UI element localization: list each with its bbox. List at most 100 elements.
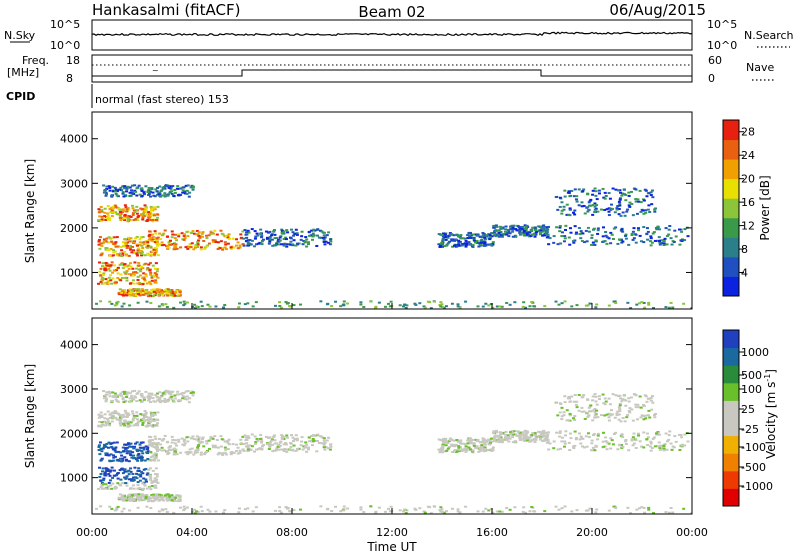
power-cell bbox=[277, 238, 281, 241]
velocity-cell bbox=[158, 437, 162, 440]
power-cell bbox=[585, 240, 589, 243]
power-cell bbox=[560, 201, 564, 204]
velocity-cell bbox=[121, 472, 125, 475]
velocity-cell bbox=[213, 435, 217, 438]
power-cell bbox=[636, 198, 640, 201]
power-cell bbox=[445, 243, 449, 246]
power-cell bbox=[564, 228, 568, 231]
power-cell bbox=[114, 211, 118, 214]
power-cell bbox=[114, 190, 118, 193]
velocity-cell bbox=[112, 448, 116, 451]
power-cell bbox=[467, 241, 471, 244]
velocity-cell bbox=[636, 403, 640, 406]
power-cell bbox=[495, 305, 499, 308]
power-cell bbox=[251, 305, 255, 308]
velocity-cell bbox=[442, 511, 446, 514]
velocity-cell bbox=[116, 482, 120, 485]
velocity-cell bbox=[123, 470, 127, 473]
power-cell bbox=[521, 305, 525, 308]
velocity-cell bbox=[108, 422, 112, 425]
velocity-cell bbox=[624, 438, 628, 441]
velocity-cell bbox=[599, 414, 603, 417]
power-cell bbox=[185, 230, 189, 233]
velocity-cell bbox=[122, 401, 126, 404]
velocity-cell bbox=[113, 392, 117, 395]
velocity-cell bbox=[118, 416, 122, 419]
velocity-cell bbox=[618, 402, 622, 405]
velocity-cell bbox=[154, 454, 158, 457]
velocity-cell bbox=[114, 416, 118, 419]
power-cell bbox=[594, 194, 598, 197]
velocity-cell bbox=[118, 493, 122, 496]
velocity-cell bbox=[575, 436, 579, 439]
velocity-cell bbox=[483, 443, 487, 446]
velocity-cell bbox=[690, 512, 692, 514]
power-cell bbox=[150, 275, 154, 278]
velocity-cell bbox=[113, 455, 117, 458]
velocity-cell bbox=[541, 440, 545, 443]
power-cell bbox=[123, 187, 127, 190]
velocity-cell bbox=[317, 441, 321, 444]
power-cell bbox=[154, 279, 158, 282]
power-cell bbox=[459, 237, 463, 240]
power-cell bbox=[107, 276, 111, 279]
velocity-cell bbox=[97, 466, 101, 469]
velocity-cell bbox=[147, 398, 151, 401]
power-cell bbox=[169, 243, 173, 246]
power-cell bbox=[587, 201, 591, 204]
power-cell bbox=[571, 211, 575, 214]
power-cell bbox=[147, 238, 151, 241]
power-cell bbox=[507, 235, 511, 238]
velocity-cell bbox=[242, 450, 246, 453]
power-cell bbox=[170, 236, 174, 239]
power-cell bbox=[102, 282, 106, 285]
velocity-cell bbox=[466, 442, 470, 445]
velocity-cell bbox=[440, 447, 444, 450]
velocity-cell bbox=[110, 459, 114, 462]
power-cell bbox=[175, 187, 179, 190]
velocity-cell bbox=[649, 449, 653, 452]
velocity-cell bbox=[153, 473, 157, 476]
velocity-cell bbox=[647, 397, 651, 400]
velocity-cell bbox=[627, 449, 631, 452]
velocity-cell bbox=[558, 411, 562, 414]
power-cell bbox=[173, 294, 177, 297]
velocity-cell bbox=[586, 416, 590, 419]
power-cell bbox=[130, 272, 134, 275]
power-cell bbox=[244, 233, 248, 236]
velocity-cell bbox=[578, 438, 582, 441]
velocity-colorbar bbox=[722, 329, 740, 507]
power-cell bbox=[191, 185, 195, 188]
power-cell bbox=[115, 254, 119, 257]
velocity-cell bbox=[126, 442, 130, 445]
power-cell bbox=[274, 244, 278, 247]
power-cell bbox=[195, 305, 199, 308]
power-cell bbox=[148, 190, 152, 193]
power-cell bbox=[106, 214, 110, 217]
power-cell bbox=[489, 243, 493, 246]
power-cell bbox=[601, 187, 605, 190]
power-cell bbox=[101, 274, 105, 277]
velocity-cell bbox=[150, 481, 154, 484]
velocity-cell bbox=[525, 438, 529, 441]
power-cell bbox=[141, 247, 145, 250]
velocity-colorbar-segment bbox=[723, 347, 739, 366]
power-cell bbox=[149, 236, 153, 239]
velocity-cell bbox=[100, 484, 104, 487]
velocity-cell bbox=[324, 446, 328, 449]
power-cell bbox=[235, 238, 239, 241]
power-cell bbox=[639, 210, 643, 213]
power-cell bbox=[639, 201, 643, 204]
power-cell bbox=[620, 241, 624, 244]
velocity-cell bbox=[369, 505, 373, 508]
power-cell bbox=[98, 215, 102, 218]
power-cell bbox=[125, 265, 129, 268]
power-cell bbox=[632, 237, 636, 240]
power-cell bbox=[254, 235, 258, 238]
power-cell bbox=[374, 305, 378, 308]
velocity-cell bbox=[151, 425, 155, 428]
power-cell bbox=[219, 240, 223, 243]
velocity-cell bbox=[145, 473, 149, 476]
power-cell bbox=[562, 240, 566, 243]
power-cell bbox=[237, 302, 241, 305]
